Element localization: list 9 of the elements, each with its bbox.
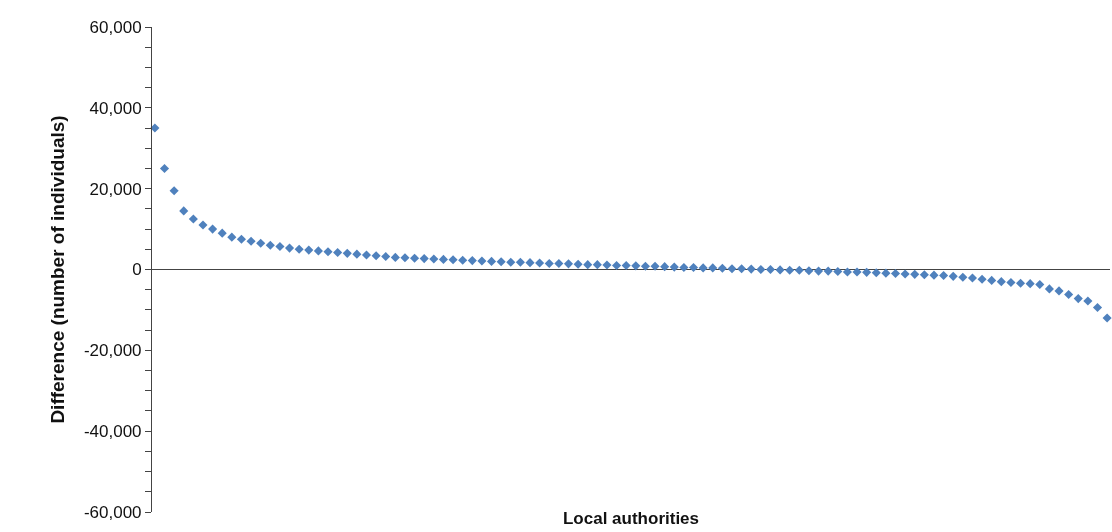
y-axis-title: Difference (number of individuals) (46, 115, 68, 424)
y-tick-label: 0 (132, 260, 142, 280)
y-tick-label: -60,000 (83, 502, 142, 522)
y-tick-label: 40,000 (89, 98, 142, 118)
x-axis-title: Local authorities (562, 509, 700, 529)
y-tick-label: 60,000 (89, 17, 142, 37)
y-tick-label: 20,000 (89, 179, 142, 199)
y-tick-label: -40,000 (83, 422, 142, 442)
y-tick-label: -20,000 (83, 341, 142, 361)
